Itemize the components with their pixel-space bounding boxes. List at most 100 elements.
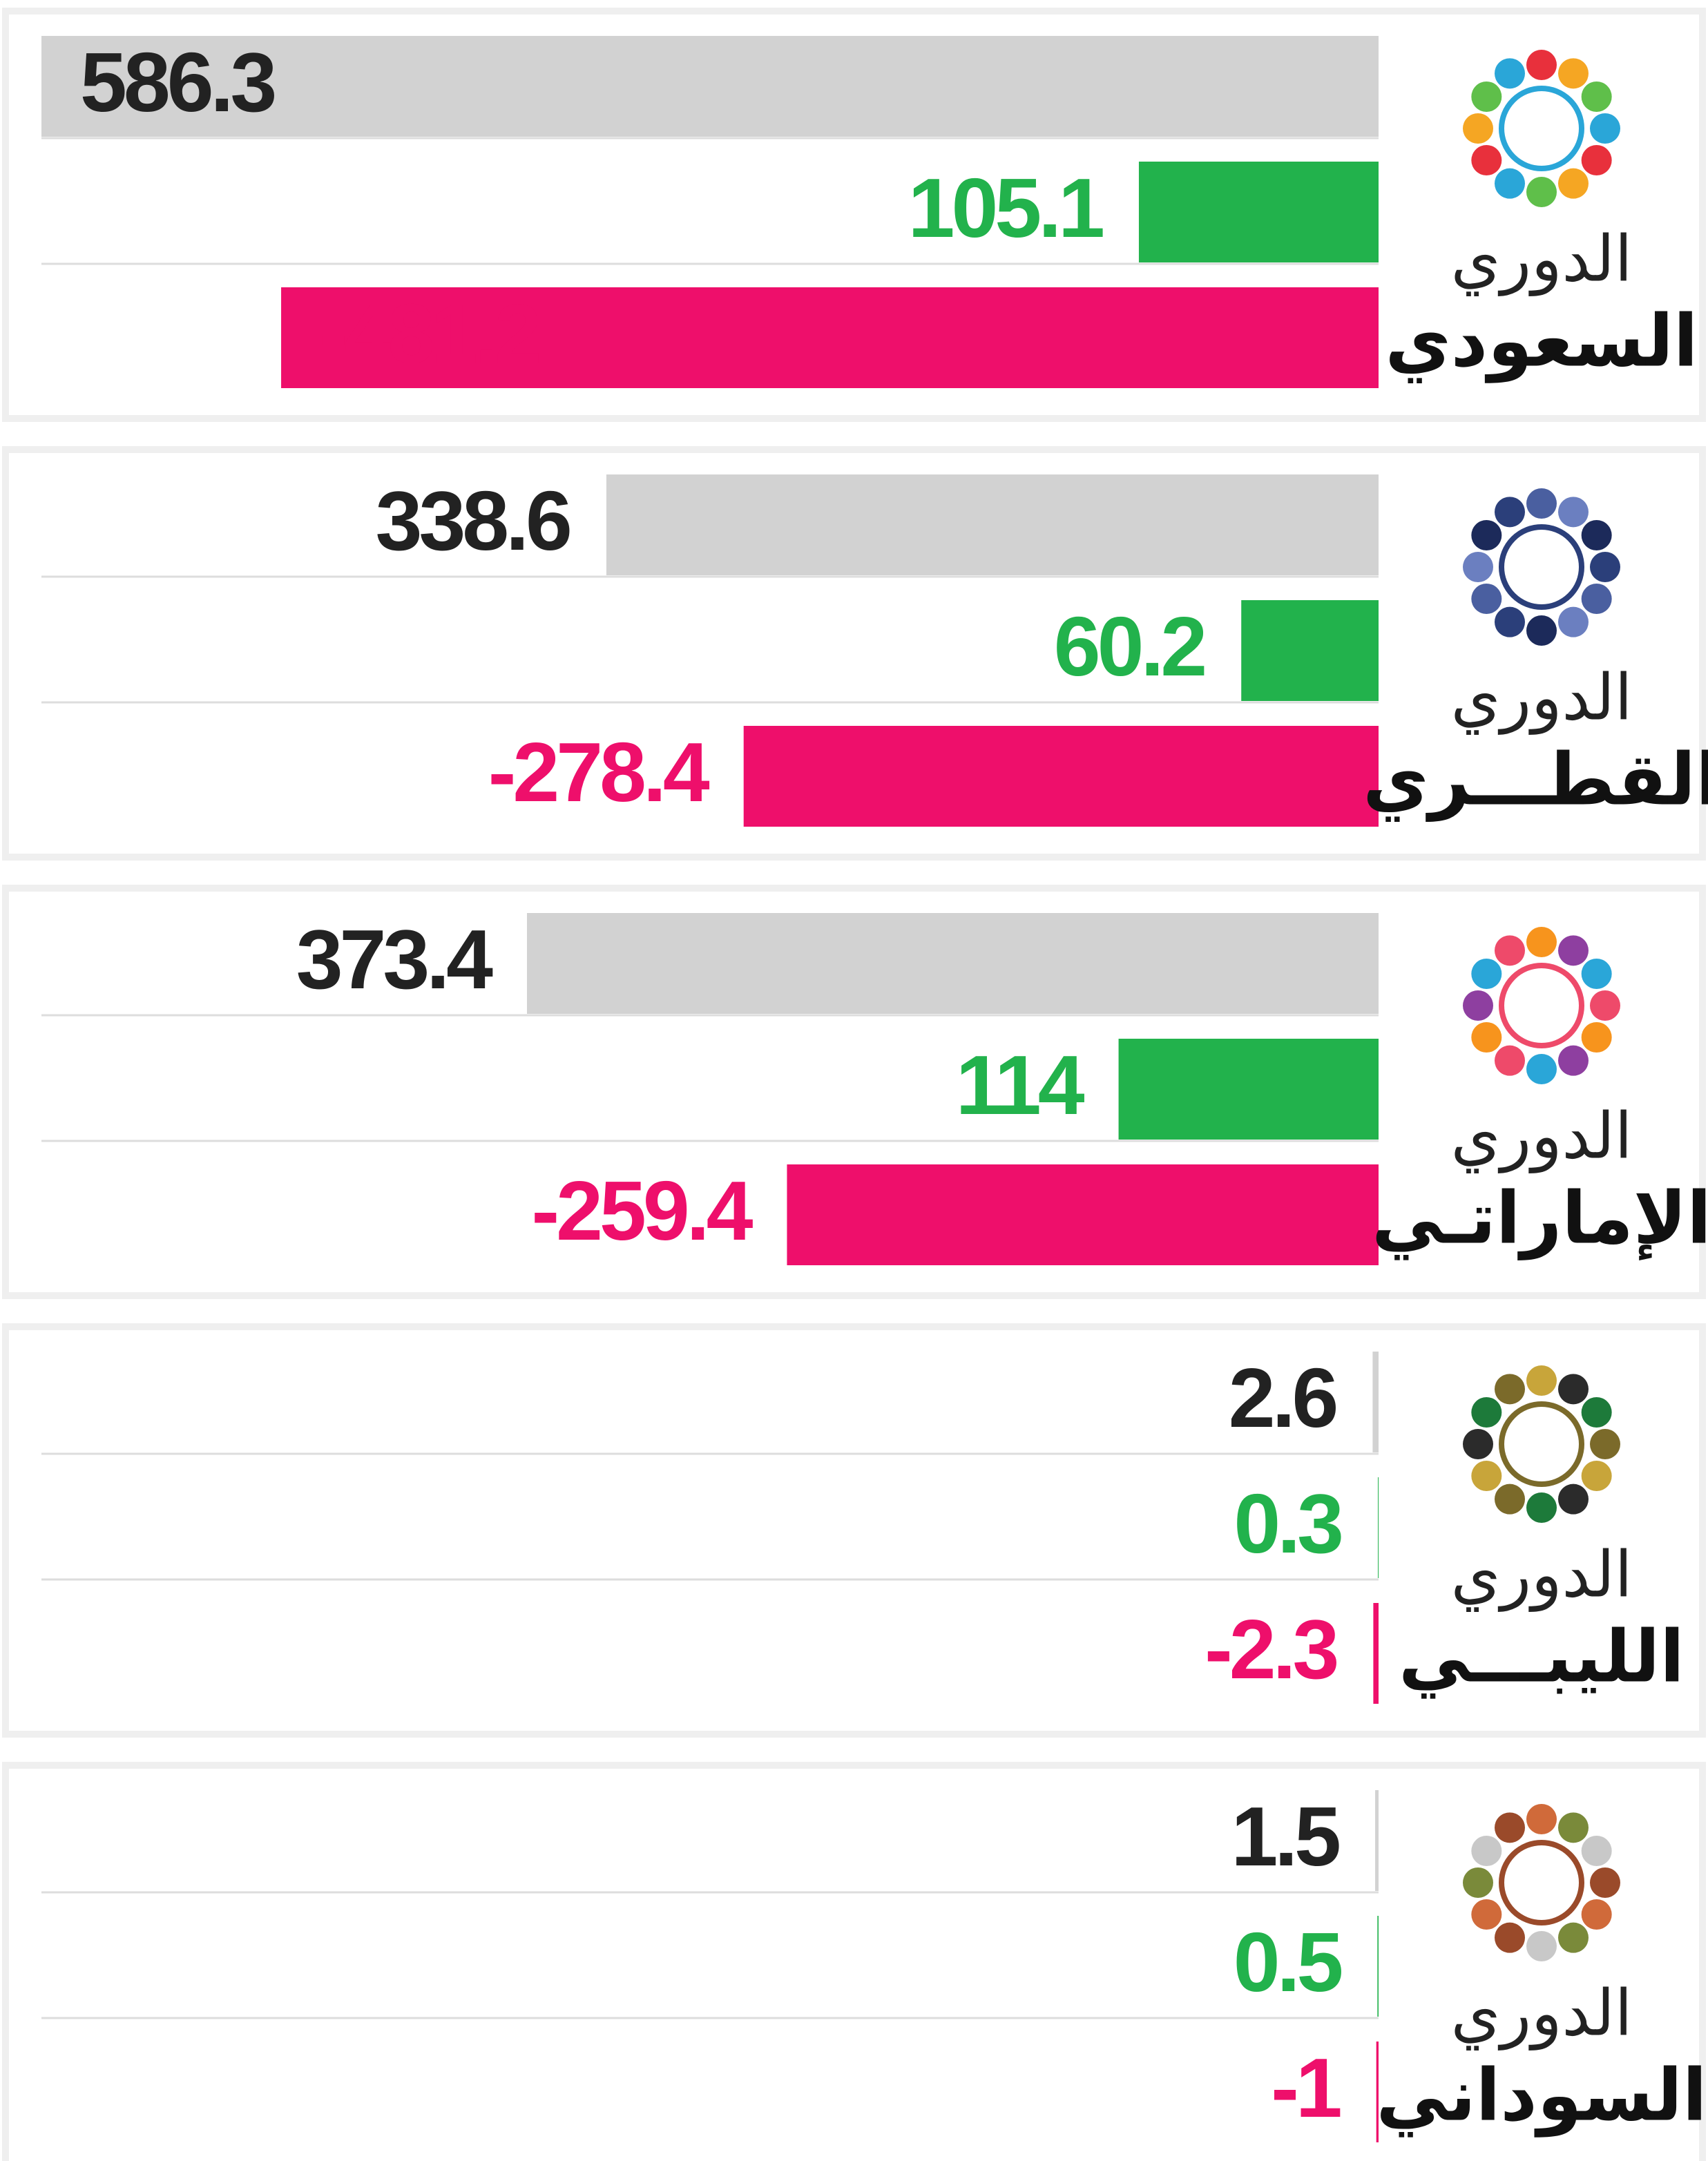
league-name: القطـــري: [1363, 740, 1708, 821]
logo-piece: [1471, 1836, 1502, 1866]
logo-piece: [1495, 1045, 1525, 1076]
value-label: 0.3: [1234, 1477, 1341, 1571]
league-title: الدوري: [1451, 1101, 1633, 1173]
logo-piece: [1526, 615, 1557, 646]
logo-piece: [1526, 488, 1557, 519]
logo-piece: [1526, 177, 1557, 207]
logo-piece: [1590, 990, 1620, 1021]
bar: [743, 726, 1379, 827]
league-title: الدوري: [1451, 1539, 1633, 1612]
bar: [281, 287, 1379, 388]
logo-piece: [1471, 1397, 1502, 1428]
logo-piece: [1495, 1922, 1525, 1953]
logo-piece: [1581, 584, 1612, 614]
logo-piece: [1471, 520, 1502, 550]
panel-frame: [2, 885, 1706, 1299]
logo-piece: [1581, 1022, 1612, 1053]
logo-piece: [1471, 1461, 1502, 1491]
logo-piece: [1558, 1045, 1589, 1076]
logo-piece: [1581, 1899, 1612, 1930]
value-label: 0.5: [1234, 1915, 1342, 2009]
bar: [1372, 1352, 1379, 1452]
logo-piece: [1495, 1483, 1525, 1515]
logo-piece: [1463, 990, 1493, 1021]
bar: [41, 36, 1379, 137]
logo-piece: [1558, 168, 1589, 199]
logo-piece: [1558, 606, 1589, 637]
logo-piece: [1495, 1812, 1525, 1843]
bar: [1373, 1603, 1379, 1704]
logo-piece: [1526, 50, 1557, 80]
logo-piece: [1471, 584, 1502, 614]
logo-piece: [1590, 1867, 1620, 1898]
bar: [1377, 1916, 1379, 2017]
league-title: الدوري: [1451, 1978, 1633, 2050]
logo-piece: [1590, 552, 1620, 582]
logo-piece: [1581, 1461, 1612, 1491]
logo-piece: [1558, 1812, 1589, 1843]
logo-piece: [1581, 81, 1612, 112]
value-label: 105.1: [908, 161, 1103, 255]
value-label: 1.5: [1231, 1789, 1339, 1883]
bar: [1118, 1039, 1379, 1140]
league-name: الإماراتـي: [1372, 1178, 1708, 1260]
bar: [1241, 600, 1379, 701]
logo-piece: [1471, 145, 1502, 175]
logo-piece: [1558, 497, 1589, 528]
logo-piece: [1495, 168, 1525, 199]
logo-piece: [1526, 1804, 1557, 1834]
value-label: -481.2: [320, 287, 538, 381]
logo-piece: [1463, 552, 1493, 582]
logo-piece: [1590, 113, 1620, 144]
logo-piece: [1590, 1429, 1620, 1459]
bar: [787, 1164, 1379, 1265]
value-label: -2.3: [1205, 1602, 1336, 1696]
bar: [1375, 1790, 1379, 1891]
logo-piece: [1495, 606, 1525, 637]
logo-center: [1499, 963, 1584, 1048]
logo-piece: [1581, 1836, 1612, 1866]
panel-frame: [2, 1323, 1706, 1738]
logo-piece: [1526, 1054, 1557, 1084]
logo-piece: [1526, 927, 1557, 957]
logo-piece: [1471, 81, 1502, 112]
logo-piece: [1558, 1922, 1589, 1953]
logo-piece: [1471, 1899, 1502, 1930]
logo-piece: [1558, 58, 1589, 89]
logo-piece: [1471, 1022, 1502, 1053]
panel-frame: [2, 1762, 1706, 2161]
league-title: الدوري: [1451, 224, 1633, 296]
logo-piece: [1526, 1492, 1557, 1523]
logo-piece: [1581, 1397, 1612, 1428]
logo-piece: [1463, 1867, 1493, 1898]
logo-center: [1499, 86, 1584, 171]
logo-piece: [1581, 145, 1612, 175]
logo-piece: [1558, 1483, 1589, 1515]
logo-piece: [1495, 497, 1525, 528]
logo-piece: [1581, 520, 1612, 550]
panel-frame: [2, 446, 1706, 861]
logo-center: [1499, 1401, 1584, 1487]
league-name: السوداني: [1376, 2055, 1707, 2137]
value-label: -259.4: [532, 1164, 754, 1258]
logo-center: [1499, 1840, 1584, 1925]
logo-piece: [1463, 1429, 1493, 1459]
bar: [1376, 2042, 1379, 2142]
value-label: 60.2: [1054, 599, 1205, 693]
value-label: 373.4: [296, 912, 493, 1006]
value-label: 114: [956, 1038, 1085, 1132]
logo-piece: [1526, 1931, 1557, 1961]
league-name: الليبـــي: [1399, 1617, 1685, 1698]
logo-piece: [1495, 58, 1525, 89]
bar: [606, 474, 1379, 575]
logo-piece: [1558, 1374, 1589, 1405]
bar: [1138, 162, 1379, 262]
value-label: 586.3: [80, 35, 274, 129]
value-label: 338.6: [376, 474, 570, 568]
league-title: الدوري: [1451, 662, 1633, 735]
